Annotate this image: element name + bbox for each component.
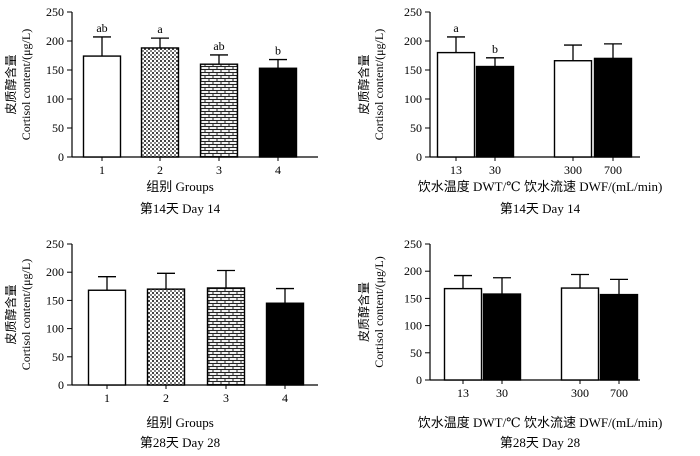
y-tick-label: 50 (52, 350, 64, 364)
x-tick-label: 2 (157, 163, 163, 177)
chart-panel-4: 0 50 100 150 200 250 皮质醇含量 Cortisol content/(μg… (356, 237, 662, 450)
bar (482, 293, 522, 381)
bar (87, 289, 127, 386)
x-tick-label: 1 (99, 163, 105, 177)
y-tick-label: 150 (404, 291, 422, 305)
chart-panel-2: 0 50 100 150 200 250 皮质醇含量 Cortisol content/(μg… (356, 5, 662, 216)
y-tick-label: 200 (46, 34, 64, 48)
x-tick-label: 30 (489, 163, 501, 177)
x-tick-label: 700 (604, 163, 622, 177)
bar (475, 65, 515, 158)
x-tick-label: 4 (275, 163, 281, 177)
significance-letter: b (275, 44, 281, 58)
y-tick-label: 0 (58, 378, 64, 392)
bar (258, 67, 298, 158)
y-tick-label: 250 (46, 5, 64, 19)
bar (553, 60, 593, 158)
bar (599, 293, 639, 381)
y-tick-label: 0 (416, 150, 422, 164)
panel-caption: 第14天 Day 14 (500, 201, 581, 216)
chart-panel-1: 0 50 100 150 200 250 皮质醇含量 Cortisol content/(μg… (3, 5, 318, 216)
y-tick-label: 250 (404, 5, 422, 19)
y-tick-label: 200 (404, 34, 422, 48)
panel-caption: 第28天 Day 28 (140, 435, 220, 450)
significance-letter: b (492, 42, 498, 56)
x-axis-label: 组别 Groups (146, 179, 214, 194)
x-tick-label: 1 (104, 391, 110, 405)
y-tick-label: 250 (46, 237, 64, 251)
significance-letter: ab (213, 39, 224, 53)
x-tick-label: 2 (163, 391, 169, 405)
x-tick-label: 3 (216, 163, 222, 177)
x-tick-label: 13 (450, 163, 462, 177)
y-axis-label-cn: 皮质醇含量 (3, 54, 18, 114)
bar (146, 288, 186, 386)
bar (560, 287, 600, 381)
significance-letter: ab (96, 21, 107, 35)
y-tick-label: 200 (404, 264, 422, 278)
x-axis-label: 饮水温度 DWT/℃ 饮水流速 DWF/(mL/min) (418, 179, 663, 194)
y-tick-label: 0 (416, 373, 422, 387)
x-tick-label: 300 (571, 386, 589, 400)
bar (206, 287, 246, 386)
bar (265, 302, 305, 386)
y-axis-label-en: Cortisol content/(μg/L) (372, 256, 386, 367)
bar (82, 55, 122, 158)
x-tick-label: 700 (610, 386, 628, 400)
chart-panel-3: 0 50 100 150 200 250 皮质醇含量 Cortisol content/(μg… (3, 237, 318, 450)
y-tick-label: 100 (46, 92, 64, 106)
x-tick-label: 4 (282, 391, 288, 405)
y-tick-label: 100 (46, 322, 64, 336)
y-tick-label: 50 (410, 121, 422, 135)
y-tick-label: 150 (46, 293, 64, 307)
panel-caption: 第28天 Day 28 (500, 435, 580, 450)
bar (593, 57, 633, 158)
x-tick-label: 30 (496, 386, 508, 400)
x-tick-label: 300 (564, 163, 582, 177)
bar (140, 47, 180, 158)
bar (436, 51, 476, 158)
y-tick-label: 100 (404, 92, 422, 106)
x-tick-label: 3 (223, 391, 229, 405)
y-axis-label-cn: 皮质醇含量 (356, 54, 371, 114)
bar (199, 63, 239, 158)
significance-letter: a (453, 21, 459, 35)
y-axis-label-en: Cortisol content/(μg/L) (19, 29, 33, 140)
y-axis-label-en: Cortisol content/(μg/L) (372, 29, 386, 140)
y-tick-label: 250 (404, 237, 422, 251)
y-tick-label: 150 (404, 63, 422, 77)
y-tick-label: 50 (410, 346, 422, 360)
y-axis-label-en: Cortisol content/(μg/L) (19, 259, 33, 370)
y-axis-label-cn: 皮质醇含量 (356, 282, 371, 342)
y-tick-label: 0 (58, 150, 64, 164)
panel-caption: 第14天 Day 14 (140, 201, 221, 216)
bar (443, 287, 483, 381)
y-tick-label: 100 (404, 319, 422, 333)
x-axis-label: 组别 Groups (146, 415, 214, 430)
y-tick-label: 50 (52, 121, 64, 135)
y-axis-label-cn: 皮质醇含量 (3, 284, 18, 344)
y-tick-label: 200 (46, 265, 64, 279)
x-axis-label: 饮水温度 DWT/℃ 饮水流速 DWF/(mL/min) (418, 415, 663, 430)
x-tick-label: 13 (457, 386, 469, 400)
significance-letter: a (157, 22, 163, 36)
y-tick-label: 150 (46, 63, 64, 77)
